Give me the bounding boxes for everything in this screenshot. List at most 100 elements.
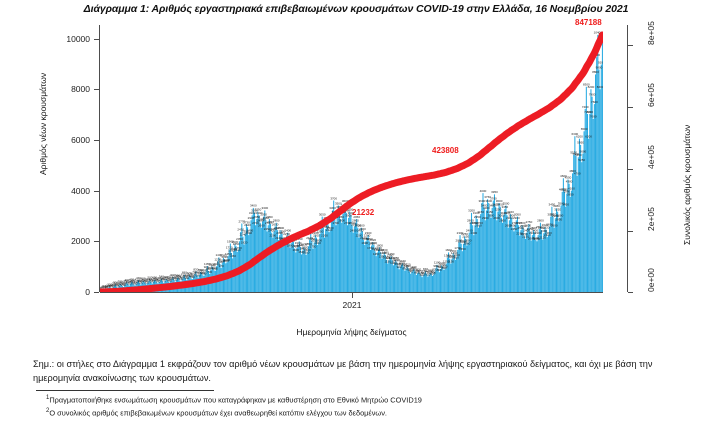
bar <box>583 131 585 292</box>
bar-value-label: 990 <box>211 263 216 267</box>
bar <box>415 274 417 292</box>
bar-value-label: 1160 <box>399 259 406 263</box>
bar <box>242 236 244 292</box>
bar <box>576 175 578 292</box>
bar-value-label: 2400 <box>284 228 291 232</box>
bar-value-label: 200 <box>121 283 126 287</box>
bar-value-label: 1680 <box>299 246 306 250</box>
bar <box>595 74 597 292</box>
bar-value-label: 1300 <box>383 256 390 260</box>
bar <box>588 138 590 292</box>
bar <box>351 225 353 292</box>
bar <box>493 194 495 292</box>
bar <box>343 207 345 292</box>
bar <box>519 235 521 292</box>
bar <box>596 57 598 292</box>
bar-value-labels: 6080120150110901401802201601302002503002… <box>100 31 603 291</box>
bar <box>291 238 293 292</box>
bar <box>538 228 540 292</box>
bar-value-label: 2100 <box>306 236 313 240</box>
bar-value-label: 90 <box>105 286 109 290</box>
bar <box>387 263 389 292</box>
bar-value-label: 1160 <box>223 259 230 263</box>
bar <box>229 243 231 292</box>
bar <box>459 235 461 292</box>
bar-value-label: 1650 <box>372 247 379 251</box>
bar <box>360 227 362 292</box>
bar-value-label: 880 <box>410 266 415 270</box>
bar <box>373 245 375 292</box>
bar-value-label: 2800 <box>338 219 345 223</box>
bar <box>350 215 352 292</box>
bar <box>346 225 349 292</box>
bar-value-label: 520 <box>190 275 195 279</box>
bar-value-label: 2300 <box>245 231 252 235</box>
bar-value-label: 1360 <box>229 254 236 258</box>
x-tick-mark-2021 <box>352 293 353 298</box>
bar-value-label: 3150 <box>507 210 514 214</box>
bar-value-label: 960 <box>433 264 438 268</box>
bar <box>356 219 358 292</box>
bar-value-label: 740 <box>424 270 429 274</box>
bar-value-label: 890 <box>441 266 446 270</box>
bar <box>317 245 319 292</box>
annotation-cumulative-423808: 423808 <box>432 146 459 155</box>
bar <box>328 232 330 292</box>
bar-value-label: 3980 <box>563 189 570 193</box>
bar <box>554 218 556 292</box>
bar <box>553 227 555 292</box>
bar-value-label: 450 <box>141 277 146 281</box>
y-tick-left-0 <box>94 39 99 40</box>
bar-value-label: 1600 <box>377 248 384 252</box>
bar <box>585 86 587 292</box>
bar-value-label: 4700 <box>574 172 581 176</box>
bar-value-label: 1600 <box>381 248 388 252</box>
bar <box>510 214 512 292</box>
bar-value-label: 2350 <box>279 230 286 234</box>
bar-value-label: 1760 <box>291 244 298 248</box>
bar <box>414 271 416 292</box>
bar <box>327 223 329 292</box>
bar-value-label: 3400 <box>250 204 257 208</box>
bar-value-label: 6200 <box>585 135 592 139</box>
bar-value-label: 1150 <box>384 259 391 263</box>
bar-value-label: 360 <box>137 279 142 283</box>
bar <box>365 241 367 292</box>
bar <box>465 238 467 292</box>
bar-value-label: 2700 <box>472 221 479 225</box>
bar-value-label: 1100 <box>434 261 441 265</box>
bar <box>536 241 538 292</box>
bar-value-label: 820 <box>413 268 418 272</box>
y-tick-right-1 <box>628 107 633 108</box>
bar-value-label: 1900 <box>295 241 302 245</box>
bar-value-label: 2850 <box>555 217 562 221</box>
bar <box>326 220 328 292</box>
bar-value-label: 2900 <box>263 216 270 220</box>
bar-value-label: 1280 <box>389 256 396 260</box>
bar-value-label: 330 <box>134 280 139 284</box>
bar-value-label: 290 <box>119 281 124 285</box>
bar-value-label: 2500 <box>538 226 545 230</box>
bar-value-label: 1780 <box>294 244 301 248</box>
bar-value-label: 2050 <box>534 237 541 241</box>
bar-value-label: 2300 <box>535 231 542 235</box>
bar-value-label: 1720 <box>226 245 233 249</box>
bar-value-label: 2150 <box>462 235 469 239</box>
bar <box>477 227 479 292</box>
bar-value-label: 3250 <box>554 207 561 211</box>
bar-value-label: 300 <box>144 280 149 284</box>
bar-value-label: 2450 <box>264 227 271 231</box>
bar <box>483 207 485 292</box>
bar <box>386 259 388 292</box>
bar-value-label: 210 <box>114 283 119 287</box>
bar-value-label: 2150 <box>522 235 529 239</box>
bar-value-label: 2200 <box>364 233 371 237</box>
bar-value-label: 3050 <box>260 212 267 216</box>
bar-value-label: 2620 <box>244 223 251 227</box>
bar <box>312 248 314 292</box>
bar <box>565 206 567 292</box>
y-tick-left-5 <box>94 292 99 293</box>
bar-value-label: 940 <box>436 265 441 269</box>
bar <box>253 212 255 292</box>
bar-value-label: 480 <box>172 276 177 280</box>
